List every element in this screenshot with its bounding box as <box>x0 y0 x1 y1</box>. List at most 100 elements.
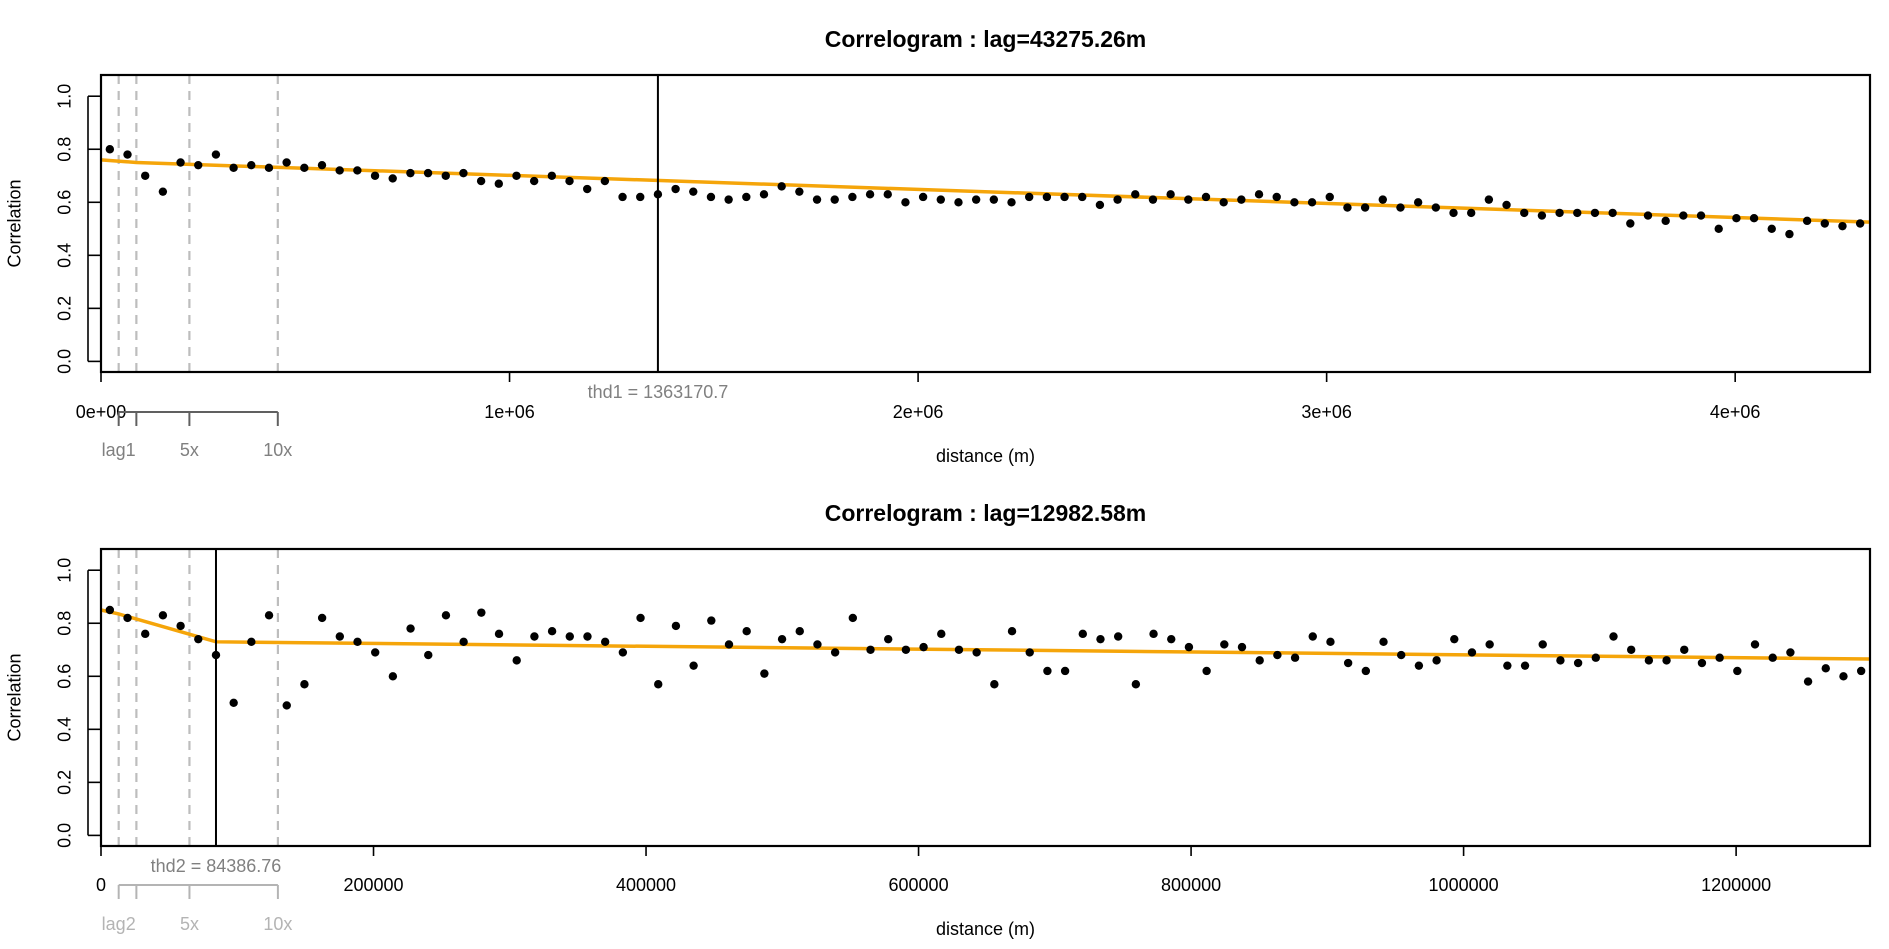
data-point <box>830 648 840 657</box>
data-point <box>300 163 309 173</box>
data-point <box>158 611 168 620</box>
chart-panel-2: Correlogram : lag=12982.58m thd2 = 84386.… <box>4 500 1872 939</box>
data-point <box>370 648 380 657</box>
data-point <box>583 632 592 641</box>
data-point <box>866 645 875 654</box>
x-tick-label: 600000 <box>889 875 949 895</box>
chart-title: Correlogram : lag=12982.58m <box>825 500 1147 526</box>
y-tick-label: 0.8 <box>54 137 74 162</box>
data-point <box>990 680 999 689</box>
plot-frame <box>99 73 1872 374</box>
data-point <box>1609 632 1618 641</box>
data-point <box>1537 211 1547 220</box>
y-tick-label: 0.6 <box>54 190 74 215</box>
data-point <box>901 645 911 654</box>
data-point <box>1148 195 1158 204</box>
data-point <box>1396 203 1405 212</box>
x-tick-label: 200000 <box>343 875 403 895</box>
y-axis-label: Correlation <box>4 179 24 267</box>
data-point <box>1078 629 1087 639</box>
x-tick-label: 4e+06 <box>1710 402 1761 422</box>
data-point <box>1378 195 1387 204</box>
data-point <box>777 182 786 191</box>
data-point <box>1095 200 1105 210</box>
data-point <box>1679 211 1688 220</box>
data-point <box>264 163 274 173</box>
data-point <box>777 634 787 644</box>
data-point <box>1007 627 1017 636</box>
data-point <box>1290 653 1300 662</box>
y-tick-label: 0.8 <box>54 611 74 636</box>
data-point <box>1467 648 1477 657</box>
y-tick-label: 0.4 <box>54 717 74 742</box>
data-point <box>1450 634 1459 644</box>
data-point <box>1732 213 1741 223</box>
data-point <box>653 190 663 199</box>
x-tick-label: 1e+06 <box>484 402 535 422</box>
data-point <box>1485 640 1494 649</box>
data-point <box>689 661 698 670</box>
data-point <box>742 192 751 202</box>
data-point <box>1432 656 1441 665</box>
data-point <box>459 168 468 178</box>
data-point <box>1219 198 1228 207</box>
data-point <box>1821 664 1830 673</box>
data-point <box>654 680 663 689</box>
data-point <box>317 613 327 623</box>
data-point <box>1786 648 1795 657</box>
data-point <box>1202 666 1211 676</box>
data-point <box>264 611 274 620</box>
x-axis-label: distance (m) <box>936 446 1035 466</box>
data-point <box>1767 224 1776 234</box>
chart-title: Correlogram : lag=43275.26m <box>825 26 1147 52</box>
data-point <box>1131 680 1141 689</box>
y-tick-label: 1.0 <box>54 558 74 583</box>
data-point <box>512 171 521 180</box>
y-tick-label: 0.2 <box>54 296 74 321</box>
data-point <box>512 656 521 665</box>
fit-line <box>100 158 1871 224</box>
data-point <box>1856 666 1866 676</box>
data-point <box>707 616 716 625</box>
data-point <box>1024 192 1034 202</box>
data-point <box>884 634 893 644</box>
data-point <box>936 195 945 204</box>
data-point <box>1750 640 1760 649</box>
data-point <box>1680 645 1689 654</box>
data-point <box>211 150 221 159</box>
y-axis: 0.0 0.2 0.4 0.6 0.8 1.0 <box>54 558 101 848</box>
data-point <box>353 166 362 175</box>
data-point <box>1113 195 1122 204</box>
data-point <box>1237 642 1247 652</box>
data-point <box>1626 645 1636 654</box>
data-point <box>477 608 486 617</box>
threshold-label: thd1 = 1363170.7 <box>588 382 729 402</box>
x-axis: 0e+00 1e+06 2e+06 3e+06 4e+06 <box>76 372 1761 422</box>
data-point <box>1503 661 1512 670</box>
data-point <box>406 168 415 178</box>
scale-bar-label: 5x <box>180 440 199 460</box>
data-point <box>1414 661 1424 670</box>
data-point <box>1644 656 1654 665</box>
data-point <box>1839 672 1848 681</box>
data-point <box>547 627 557 636</box>
x-tick-label: 400000 <box>616 875 676 895</box>
data-point <box>353 637 362 647</box>
data-point <box>140 171 150 180</box>
x-tick-label: 1200000 <box>1701 875 1771 895</box>
data-point <box>830 195 839 204</box>
data-point <box>335 166 344 175</box>
data-point <box>989 195 999 204</box>
x-tick-label: 800000 <box>1161 875 1221 895</box>
data-point <box>530 632 539 641</box>
data-point <box>441 171 450 180</box>
y-axis-label: Correlation <box>4 653 24 741</box>
x-tick-label: 0e+00 <box>76 402 127 422</box>
data-point <box>1749 213 1759 223</box>
scale-bar-label: 5x <box>180 914 199 934</box>
data-point <box>1184 195 1193 204</box>
x-tick-label: 1000000 <box>1429 875 1499 895</box>
scale-bar-label: 10x <box>263 440 292 460</box>
data-point <box>1078 192 1087 202</box>
data-point <box>919 642 928 652</box>
